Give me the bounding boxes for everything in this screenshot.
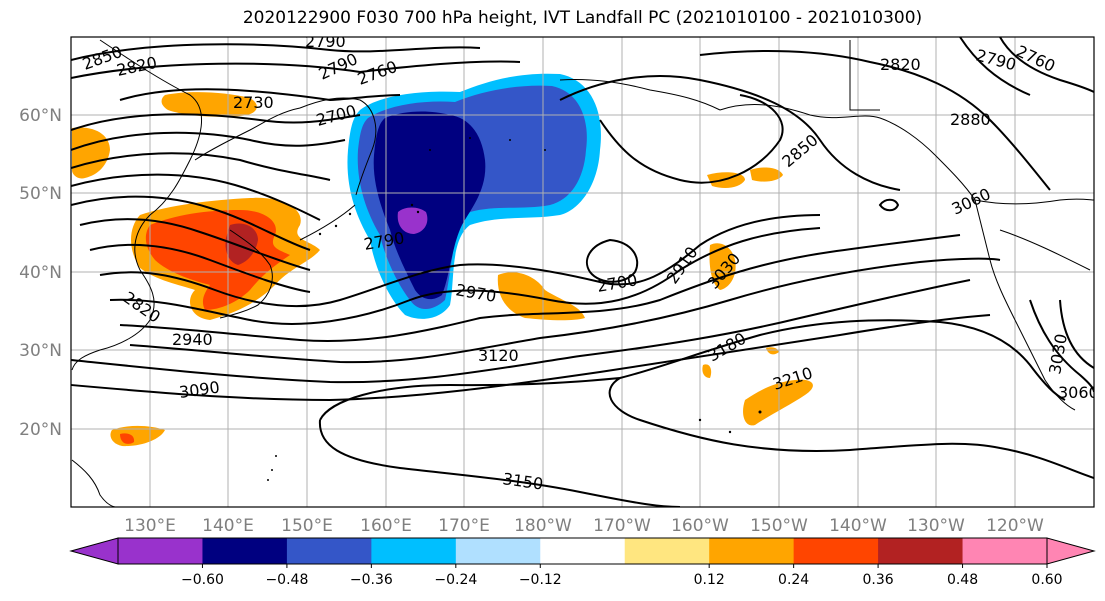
contour-label: 2730 [233, 93, 274, 112]
colorbar-tick-label: −0.12 [519, 572, 562, 588]
lon-label: 150°E [281, 516, 333, 536]
lat-label: 50°N [19, 184, 62, 204]
lon-label: 160°W [671, 516, 729, 536]
map-title: 2020122900 F030 700 hPa height, IVT Land… [242, 8, 923, 28]
positive-ivt-shading [72, 92, 813, 447]
colorbar-tick-label: 0.36 [863, 572, 894, 588]
colorbar-bin [371, 538, 457, 564]
contour-label: 2820 [880, 55, 921, 74]
longitude-labels: 130°E 140°E 150°E 160°E 170°E 180°W 170°… [124, 516, 1044, 536]
lon-label: 120°W [986, 516, 1044, 536]
colorbar-bins [117, 537, 1048, 565]
coastlines [71, 39, 1094, 507]
contour-label: 2940 [172, 330, 213, 349]
colorbar-tick-label: 0.60 [1031, 572, 1062, 588]
islands [267, 137, 762, 481]
latitude-labels: 60°N 50°N 40°N 30°N 20°N [19, 106, 62, 440]
colorbar-tick-label: 0.12 [694, 572, 725, 588]
colorbar-bin [118, 538, 203, 564]
lon-label: 170°W [593, 516, 651, 536]
contour-label: 3120 [478, 346, 519, 365]
contour-label: 3060 [1058, 383, 1099, 402]
colorbar-tick-label: 0.24 [778, 572, 809, 588]
colorbar-bin [878, 538, 964, 564]
colorbar-tick-label: −0.60 [181, 572, 224, 588]
lat-label: 20°N [19, 420, 62, 440]
colorbar-ticks: −0.60 −0.48 −0.36 −0.24 −0.12 0.12 0.24 0.36 0.4… [181, 564, 1063, 588]
contour-label: 2790 [305, 32, 346, 51]
height-contours [71, 37, 1094, 507]
plot-frame [70, 36, 1095, 508]
colorbar-bin [202, 538, 288, 564]
lat-label: 30°N [19, 341, 62, 361]
lon-label: 130°W [907, 516, 965, 536]
lon-label: 130°E [124, 516, 176, 536]
colorbar-low-extension [69, 537, 119, 565]
lat-label: 40°N [19, 263, 62, 283]
negative-ivt-shading [347, 73, 601, 319]
colorbar-tick-label: 0.48 [947, 572, 978, 588]
lon-label: 150°W [750, 516, 808, 536]
lon-label: 140°E [202, 516, 254, 536]
colorbar-bin [624, 538, 710, 564]
lon-label: 170°E [438, 516, 490, 536]
lon-label: 140°W [829, 516, 887, 536]
colorbar-bin [793, 538, 879, 564]
colorbar-high-extension [1046, 537, 1096, 565]
colorbar-bin [709, 538, 795, 564]
colorbar-tick-label: −0.24 [434, 572, 477, 588]
contour-label: 2880 [950, 110, 991, 129]
colorbar-tick-label: −0.36 [350, 572, 393, 588]
colorbar: −0.60 −0.48 −0.36 −0.24 −0.12 0.12 0.24 0.36 0.4… [69, 537, 1096, 588]
lon-label: 160°E [360, 516, 412, 536]
colorbar-bin [962, 538, 1048, 564]
colorbar-bin [286, 538, 372, 564]
colorbar-tick-label: −0.48 [265, 572, 308, 588]
colorbar-bin [540, 538, 626, 564]
colorbar-bin [455, 538, 541, 564]
lat-label: 60°N [19, 106, 62, 126]
lon-label: 180°W [514, 516, 572, 536]
